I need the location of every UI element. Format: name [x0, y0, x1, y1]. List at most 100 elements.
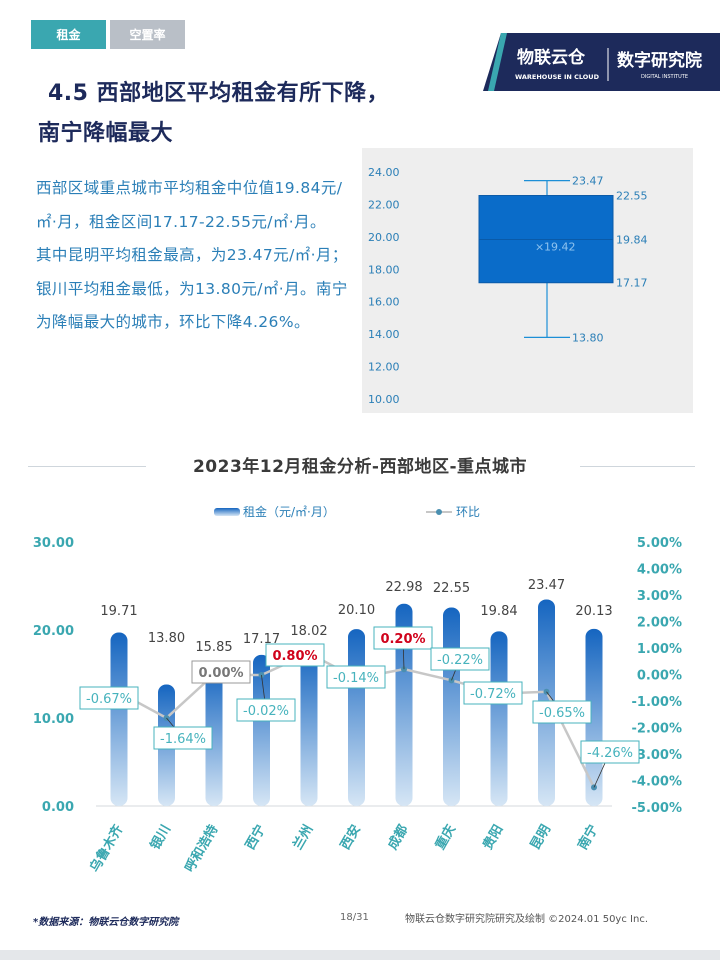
mom-label-box — [153, 726, 213, 750]
mom-label-box — [373, 626, 433, 650]
page-number: 18/31 — [340, 912, 369, 923]
right-axis-tick: -1.00% — [632, 695, 683, 710]
mom-value-label: 0.00% — [198, 666, 243, 681]
right-axis-tick: 5.00% — [637, 536, 682, 551]
box-plot-median-label: 19.84 — [616, 233, 648, 246]
right-axis-tick: 2.00% — [637, 616, 682, 631]
box-plot-y-tick: 12.00 — [368, 361, 400, 374]
logo-brand-cn: 物联云仓 — [517, 47, 586, 68]
right-axis-tick: -3.00% — [632, 748, 683, 763]
logo-institute-cn: 数字研究院 — [617, 50, 702, 71]
rent-bar — [253, 654, 270, 806]
footer-bar — [0, 950, 720, 960]
rent-value-label: 23.47 — [528, 578, 565, 593]
mom-value-label: -0.65% — [539, 706, 585, 721]
mom-value-label: -1.64% — [160, 732, 206, 747]
category-label: 西安 — [337, 822, 364, 853]
category-label: 贵阳 — [480, 822, 507, 853]
box-plot-q3-label: 22.55 — [616, 190, 648, 203]
rent-bar — [395, 603, 413, 806]
right-axis-tick: 4.00% — [637, 563, 682, 578]
legend-rent-label: 租金（元/㎡·月） — [243, 504, 335, 519]
summary-paragraph-1: 西部区域重点城市平均租金中位值19.84元/㎡·月，租金区间17.17-22.5… — [36, 179, 343, 231]
box-plot-y-tick: 24.00 — [368, 166, 400, 179]
rent-value-label: 22.55 — [433, 581, 470, 596]
credit-text: 物联云仓数字研究院研究及绘制 ©2024.01 50yc Inc. — [405, 914, 648, 925]
rent-value-label: 19.71 — [100, 604, 137, 619]
logo-brand-en: WAREHOUSE IN CLOUD — [515, 73, 600, 81]
mom-value-label: -0.72% — [470, 687, 516, 702]
rent-value-label: 13.80 — [148, 631, 185, 646]
mom-label-box — [463, 681, 523, 705]
category-label: 银川 — [147, 822, 174, 853]
mom-value-label: -0.14% — [333, 671, 379, 686]
mom-label-box — [265, 643, 325, 667]
category-label: 乌鲁木齐 — [87, 821, 127, 875]
box-plot-y-tick: 18.00 — [368, 263, 400, 276]
mom-value-label: -0.02% — [243, 704, 289, 719]
mom-label-box — [580, 740, 640, 764]
rent-value-label: 19.84 — [480, 604, 517, 619]
rent-value-label: 18.02 — [290, 624, 327, 639]
rent-value-label: 20.10 — [338, 603, 375, 618]
category-label: 南宁 — [575, 822, 602, 853]
rent-bar — [348, 629, 365, 806]
mom-value-label: 0.20% — [380, 632, 425, 647]
rent-box-plot: 24.00 22.00 20.00 18.00 16.00 14.00 12.00 10.00… — [362, 148, 693, 413]
box-plot-y-tick: 14.00 — [368, 328, 400, 341]
rent-combo-chart: 租金（元/㎡·月） 环比 30.00 20.00 10.00 0.00 5.00% 4.00%… — [33, 504, 683, 875]
rent-value-label: 17.17 — [243, 632, 280, 647]
mom-label-box — [191, 660, 251, 684]
logo-institute-en: DIGITAL INSTITUTE — [641, 74, 688, 80]
rent-bar — [443, 607, 460, 806]
mom-label-box — [326, 665, 386, 689]
right-axis-tick: -5.00% — [632, 801, 683, 816]
page-title-line1: 4.5 西部地区平均租金有所下降， — [48, 81, 390, 106]
category-label: 呼和浩特 — [182, 822, 222, 875]
category-label: 成都 — [385, 822, 412, 853]
right-axis-tick: -4.00% — [632, 775, 683, 790]
mom-value-label: -0.22% — [437, 653, 483, 668]
left-axis-tick: 30.00 — [33, 536, 74, 551]
category-label: 西宁 — [242, 822, 269, 853]
box-plot-mean-marker: × — [535, 240, 544, 253]
rent-bar — [205, 666, 223, 806]
tab-vacancy-label: 空置率 — [129, 28, 166, 42]
page-title: 4.5 西部地区平均租金有所下降， 南宁降幅最大 — [38, 74, 389, 154]
mom-label-box — [430, 647, 490, 671]
right-axis-tick: -2.00% — [632, 722, 683, 737]
left-axis-tick: 0.00 — [42, 800, 74, 815]
box-plot-y-tick: 10.00 — [368, 393, 400, 406]
mom-marker — [448, 677, 455, 684]
mom-label-box — [79, 686, 139, 710]
mom-value-label: -4.26% — [587, 746, 633, 761]
legend-mom-marker — [436, 509, 442, 515]
box-plot-mean-label: 19.42 — [544, 240, 576, 253]
legend-mom-label: 环比 — [456, 505, 480, 519]
box-plot-max-label: 23.47 — [572, 175, 604, 188]
legend-rent-swatch — [214, 508, 240, 516]
category-label: 重庆 — [432, 822, 459, 853]
rent-value-label: 22.98 — [385, 580, 422, 595]
tab-vacancy[interactable]: 空置率 — [110, 20, 185, 49]
right-axis-tick: 0.00% — [637, 669, 682, 684]
box-plot-y-tick: 22.00 — [368, 198, 400, 211]
box-plot-y-tick: 16.00 — [368, 296, 400, 309]
page-title-line2: 南宁降幅最大 — [38, 121, 174, 146]
mom-label-box — [236, 698, 296, 722]
category-label: 兰州 — [290, 822, 317, 853]
summary-text: 西部区域重点城市平均租金中位值19.84元/㎡·月，租金区间17.17-22.5… — [36, 172, 351, 340]
data-source-note: *数据来源：物联云仓数字研究院 — [33, 917, 179, 928]
mom-marker — [401, 666, 407, 673]
box-plot-min-label: 13.80 — [572, 331, 604, 344]
rent-value-label: 20.13 — [575, 604, 612, 619]
mom-value-label: -0.67% — [86, 692, 132, 707]
left-axis-tick: 20.00 — [33, 624, 74, 639]
brand-logo: 物联云仓 WAREHOUSE IN CLOUD 数字研究院 DIGITAL IN… — [483, 33, 720, 91]
category-label: 昆明 — [527, 822, 554, 853]
tab-rent-label: 租金 — [56, 28, 81, 42]
tab-rent[interactable]: 租金 — [31, 20, 106, 49]
mom-value-label: 0.80% — [272, 649, 317, 664]
right-axis-tick: 1.00% — [637, 642, 682, 657]
summary-paragraph-2: 其中昆明平均租金最高，为23.47元/㎡·月；银川平均租金最低，为13.80元/… — [36, 246, 348, 331]
